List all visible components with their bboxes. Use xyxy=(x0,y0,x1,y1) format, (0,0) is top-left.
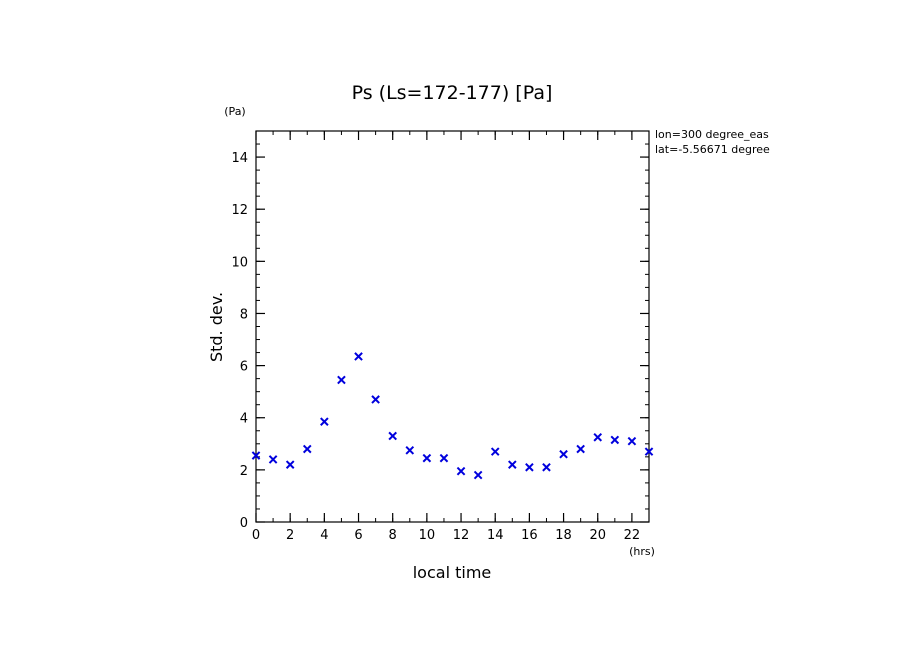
data-point xyxy=(388,431,398,441)
x-tick-label: 4 xyxy=(320,528,328,543)
data-point xyxy=(473,470,483,480)
x-tick-label: 12 xyxy=(453,528,470,543)
data-point xyxy=(593,432,603,442)
data-point-stroke xyxy=(388,431,398,441)
data-point xyxy=(320,417,329,426)
y-tick-label: 10 xyxy=(231,255,248,270)
data-point-stroke xyxy=(542,462,551,472)
x-tick-label: 14 xyxy=(487,528,504,543)
data-point-stroke xyxy=(525,462,534,472)
data-point xyxy=(371,395,380,404)
data-point-stroke xyxy=(337,375,346,385)
data-point-stroke xyxy=(559,449,568,459)
data-point-stroke xyxy=(610,435,620,445)
x-tick-label: 22 xyxy=(624,528,641,543)
data-point xyxy=(559,449,568,459)
data-point-stroke xyxy=(302,444,312,454)
x-tick-label: 20 xyxy=(589,528,606,543)
data-point xyxy=(610,435,620,445)
annotation-lon: lon=300 degree_eas xyxy=(655,128,769,141)
data-point-stroke xyxy=(320,417,329,426)
data-point-stroke xyxy=(268,455,278,464)
y-unit-label: (Pa) xyxy=(224,105,245,118)
x-axis-label: local time xyxy=(413,563,492,582)
data-point-stroke xyxy=(285,460,295,469)
data-point-stroke xyxy=(473,470,483,480)
y-tick-label: 0 xyxy=(240,516,248,531)
data-point xyxy=(251,451,261,460)
x-tick-label: 16 xyxy=(521,528,538,543)
data-point xyxy=(456,466,466,476)
y-tick-label: 4 xyxy=(240,412,248,427)
data-point xyxy=(422,453,432,463)
data-point xyxy=(627,436,637,446)
data-point-stroke xyxy=(627,436,637,446)
x-tick-label: 0 xyxy=(252,528,260,543)
data-point-stroke xyxy=(507,460,517,469)
y-tick-label: 12 xyxy=(231,203,248,218)
data-point xyxy=(354,352,363,361)
data-point-stroke xyxy=(576,444,585,454)
data-point xyxy=(405,446,415,455)
data-point xyxy=(644,447,654,456)
data-point xyxy=(525,462,534,472)
data-point-stroke xyxy=(371,395,380,404)
x-tick-label: 10 xyxy=(419,528,436,543)
y-tick-label: 8 xyxy=(240,307,248,322)
x-tick-label: 18 xyxy=(555,528,572,543)
data-point xyxy=(507,460,517,469)
y-tick-label: 14 xyxy=(231,151,248,166)
axis-ticks: 0 2 4 6 8 10 12 14 16 18 20 22 0 2 4 6 8 10 12 14 xyxy=(231,130,650,543)
plot-frame xyxy=(255,130,650,523)
x-tick-label: 8 xyxy=(389,528,397,543)
data-points xyxy=(251,352,654,480)
data-point xyxy=(285,460,295,469)
data-point-stroke xyxy=(644,447,654,456)
data-point xyxy=(576,444,585,454)
y-axis-label: Std. dev. xyxy=(207,292,226,362)
data-point-stroke xyxy=(456,466,466,476)
y-tick-label: 6 xyxy=(240,360,248,375)
data-point-stroke xyxy=(593,432,603,442)
data-point-stroke xyxy=(422,453,432,463)
data-point xyxy=(337,375,346,385)
data-point xyxy=(490,447,500,456)
data-point-stroke xyxy=(439,453,449,463)
data-point xyxy=(542,462,551,472)
data-point-stroke xyxy=(405,446,415,455)
annotation-lat: lat=-5.56671 degree xyxy=(655,143,770,156)
data-point-stroke xyxy=(251,451,261,460)
y-tick-label: 2 xyxy=(240,464,248,479)
data-point-stroke xyxy=(354,352,363,361)
data-point xyxy=(268,455,278,464)
data-point-stroke xyxy=(490,447,500,456)
x-unit-label: (hrs) xyxy=(629,545,655,558)
chart-title: Ps (Ls=172-177) [Pa] xyxy=(352,82,553,104)
x-tick-label: 2 xyxy=(286,528,294,543)
x-tick-label: 6 xyxy=(354,528,362,543)
data-point xyxy=(302,444,312,454)
data-point xyxy=(439,453,449,463)
